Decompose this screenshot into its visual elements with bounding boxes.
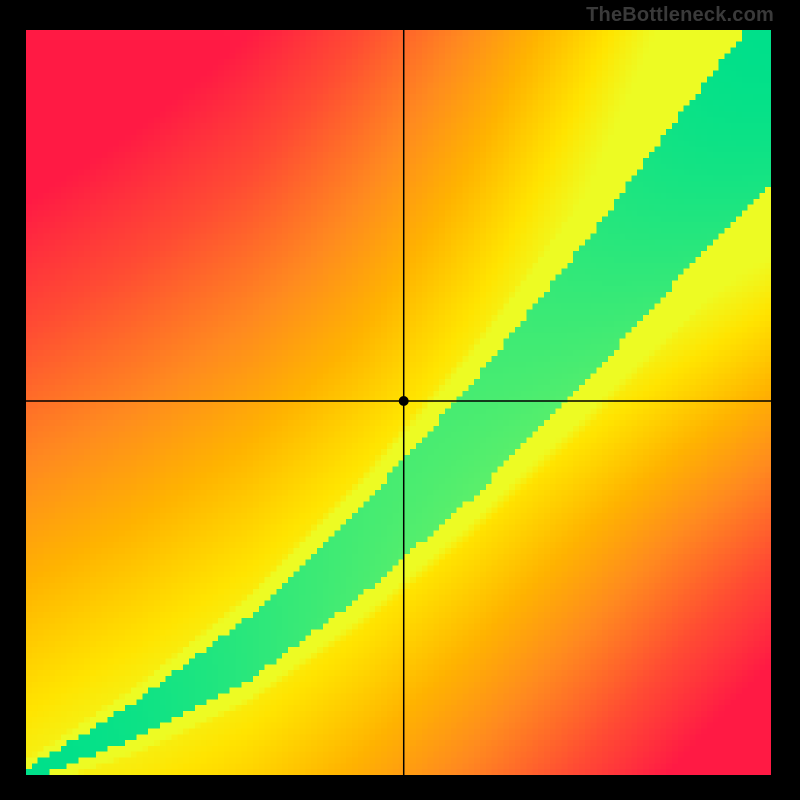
chart-container: { "watermark": { "text": "TheBottleneck.… — [0, 0, 800, 800]
watermark-text: TheBottleneck.com — [586, 4, 774, 27]
bottleneck-heatmap — [26, 30, 771, 775]
